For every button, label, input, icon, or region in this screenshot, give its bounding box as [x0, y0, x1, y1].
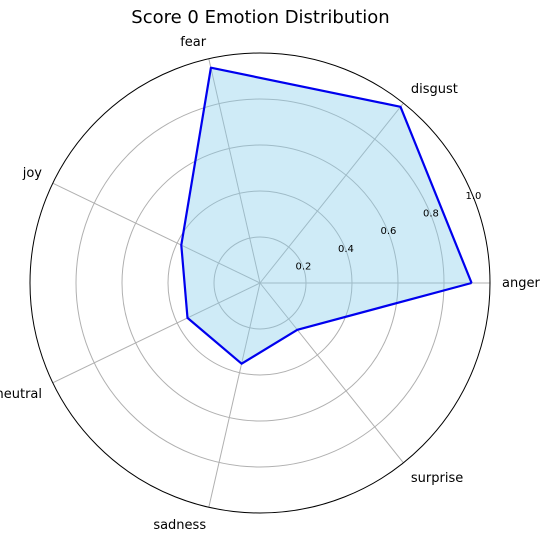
radial-tick-label: 0.8	[423, 209, 439, 220]
outer-ring	[29, 52, 491, 514]
category-label: disgust	[411, 82, 458, 97]
radial-tick-label: 1.0	[465, 191, 481, 202]
series-line	[180, 66, 473, 365]
grid-spoke	[52, 282, 261, 384]
category-label: joy	[22, 166, 43, 181]
category-label: anger	[502, 276, 540, 291]
category-labels: anger disgust fear joy neutral sadness surpris…	[0, 35, 540, 533]
category-label: surprise	[411, 471, 463, 486]
grid-spokes	[52, 58, 490, 508]
radial-tick-label: 0.2	[295, 261, 311, 272]
category-label: fear	[180, 35, 207, 50]
grid-spoke	[259, 282, 404, 464]
grid-spoke	[208, 282, 261, 508]
grid-spoke	[52, 182, 261, 284]
category-label: sadness	[153, 518, 206, 533]
category-label: neutral	[0, 387, 42, 402]
grid-spoke	[259, 102, 404, 284]
series-area	[181, 67, 472, 364]
grid-spoke	[208, 58, 261, 284]
radial-tick-label: 0.4	[338, 244, 354, 255]
chart-title: Score 0 Emotion Distribution	[131, 7, 390, 28]
radial-tick-labels: 0.2 0.4 0.6 0.8 1.0	[295, 191, 481, 272]
radial-tick-label: 0.6	[380, 226, 396, 237]
